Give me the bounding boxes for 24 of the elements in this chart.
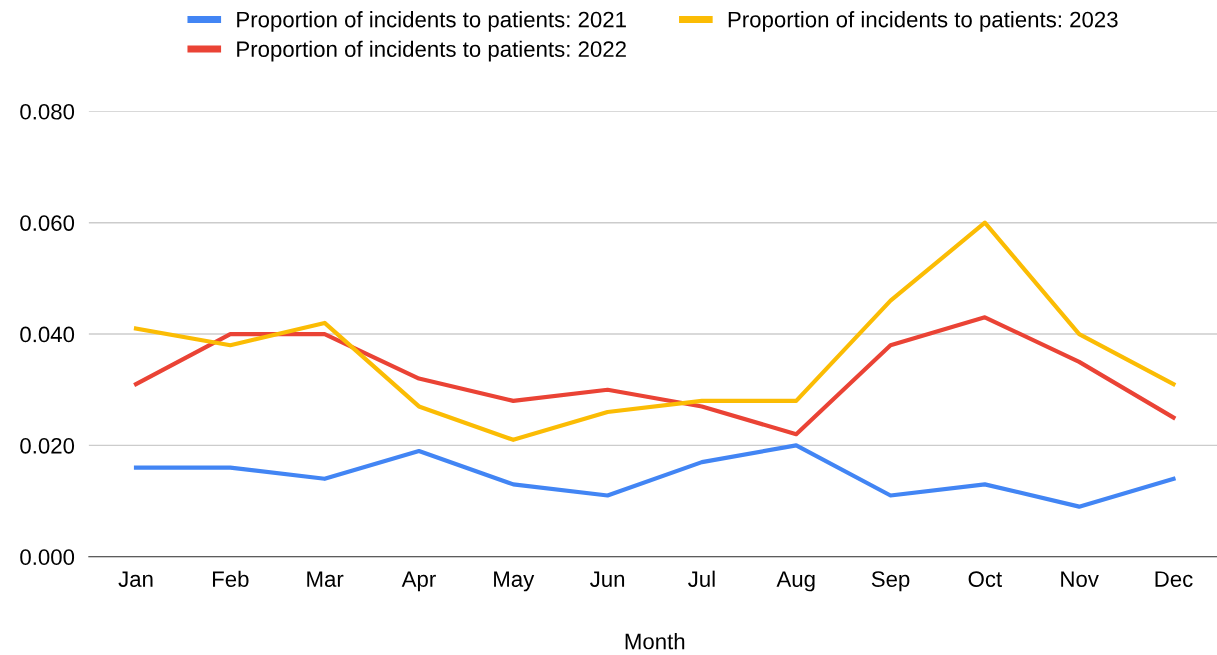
line-series (133, 220, 1176, 442)
x-tick-label: May (494, 571, 535, 592)
x-tick-label: Jul (688, 570, 715, 587)
x-tick-label: Nov (1061, 571, 1099, 587)
x-tick-label: Aug (776, 571, 815, 592)
x-tick-label: Mar (307, 571, 344, 587)
y-tick-label: 0.040 (20, 326, 75, 343)
x-tick-label: Dec (1155, 571, 1193, 587)
legend-label: Proportion of incidents to patients: 2023 (728, 11, 1118, 32)
x-tick-label: Sep (871, 571, 910, 592)
y-tick-label: 0.000 (20, 549, 75, 566)
line-series (133, 315, 1176, 437)
legend-label: Proportion of incidents to patients: 2021 (237, 11, 626, 32)
x-tick-label: Jun (590, 571, 625, 587)
x-tick-label: Jan (118, 571, 153, 587)
legend-label: Proportion of incidents to patients: 2022 (237, 40, 626, 62)
x-tick-label: Apr (401, 571, 436, 592)
x-tick-label: Oct (968, 571, 1002, 587)
line-series (133, 443, 1176, 509)
x-axis-title: Month (625, 633, 685, 650)
y-tick-label: 0.060 (20, 215, 75, 231)
y-tick-label: 0.080 (20, 103, 75, 120)
y-tick-label: 0.020 (20, 437, 75, 454)
x-tick-label: Feb (213, 570, 249, 587)
